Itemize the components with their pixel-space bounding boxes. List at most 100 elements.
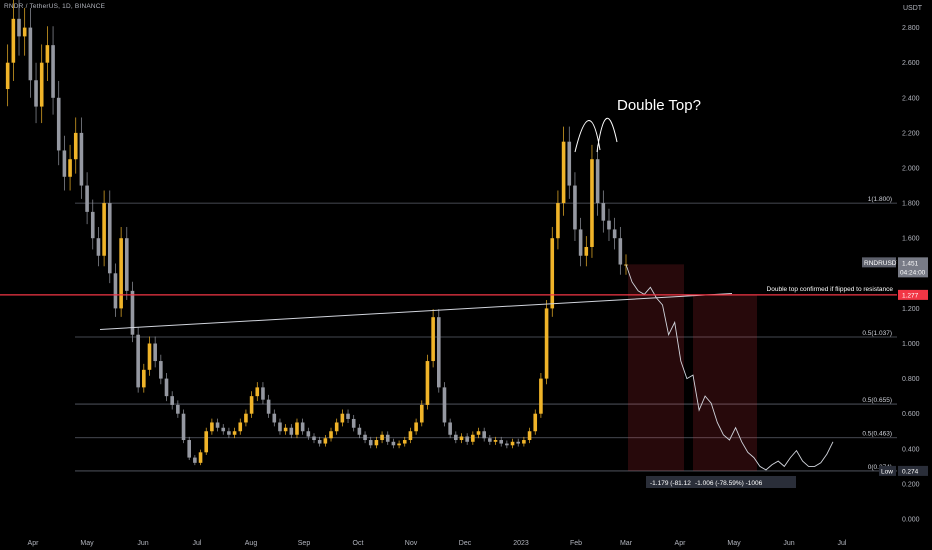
x-tick-label: 2023 xyxy=(513,540,529,547)
candle-body xyxy=(249,396,254,414)
measure-label-1: -1.179 (-81.12%) -1179 xyxy=(650,480,717,487)
candle-body xyxy=(550,238,555,309)
candle-body xyxy=(516,441,521,444)
resistance-price-label: 1.277 xyxy=(902,292,919,299)
candle-body xyxy=(601,203,606,221)
x-tick-label: Feb xyxy=(570,540,582,547)
candle-body xyxy=(465,436,469,442)
y-tick-label: 2.400 xyxy=(902,95,920,102)
candle-body xyxy=(113,273,118,309)
candle-body xyxy=(510,441,515,446)
candle-body xyxy=(102,203,106,256)
candle-body xyxy=(227,431,231,435)
candle-body xyxy=(414,422,418,432)
candle-body xyxy=(357,427,362,435)
candle-body xyxy=(380,434,384,441)
y-tick-label: 2.800 xyxy=(902,25,920,32)
candle-body xyxy=(85,185,89,212)
trendlines[interactable] xyxy=(0,118,897,471)
x-tick-label: Jun xyxy=(137,540,148,547)
candle-body xyxy=(402,440,407,444)
price-axis[interactable]: 2.8002.6002.4002.2002.0001.8001.6001.400… xyxy=(897,0,932,527)
candle-body xyxy=(595,159,600,204)
candle-body xyxy=(351,418,356,428)
rising-trendline xyxy=(99,292,733,330)
candle-body xyxy=(476,431,481,435)
candle-body xyxy=(170,396,174,405)
candle-body xyxy=(437,317,441,388)
current-price-label: 1.451 xyxy=(902,260,919,267)
candle-body xyxy=(39,62,44,107)
candle-body xyxy=(73,132,78,160)
candle-body xyxy=(573,185,577,230)
current-price-tag xyxy=(898,257,928,278)
candle-body xyxy=(612,229,617,239)
candle-body xyxy=(90,211,95,239)
candle-body xyxy=(505,443,509,446)
candle-body xyxy=(193,457,197,463)
candle-body xyxy=(522,440,526,444)
candle-body xyxy=(142,369,146,388)
low-price-label: 0.274 xyxy=(902,468,919,475)
candle-body xyxy=(425,361,430,405)
candle-body xyxy=(533,413,538,432)
candle-body xyxy=(56,97,61,151)
candle-body xyxy=(11,18,16,63)
candle-body xyxy=(125,238,129,291)
candle-body xyxy=(210,422,214,432)
candle-body xyxy=(244,413,248,423)
candle-body xyxy=(51,45,55,98)
grid-layer xyxy=(75,202,897,472)
fib-label: 0.5(1.037) xyxy=(862,330,892,337)
candle-body xyxy=(482,431,486,439)
projection-path xyxy=(625,264,834,471)
low-price-tag xyxy=(898,465,928,476)
candle-body xyxy=(79,132,84,186)
candle-body xyxy=(397,443,401,446)
candle-body xyxy=(368,440,373,446)
candle-body xyxy=(283,427,288,432)
y-tick-label: 1.200 xyxy=(902,306,920,313)
candle-body xyxy=(334,422,339,432)
candle-body xyxy=(17,18,21,37)
candle-body xyxy=(346,413,350,419)
resistance-note: Double top confirmed if flipped to resis… xyxy=(767,286,894,293)
candle-body xyxy=(295,422,299,435)
x-tick-label: Apr xyxy=(28,540,40,547)
candle-body xyxy=(578,229,583,256)
candle-body xyxy=(34,80,38,107)
resistance-price-tag xyxy=(898,289,928,300)
y-tick-label: 0.000 xyxy=(902,517,920,524)
candle-body xyxy=(419,404,424,423)
fib-label: 0.5(0.463) xyxy=(862,431,892,438)
candle-body xyxy=(561,141,566,204)
x-tick-label: Sep xyxy=(298,540,311,547)
candle-body xyxy=(374,440,379,446)
candle-body xyxy=(448,422,452,435)
y-tick-label: 1.800 xyxy=(902,201,920,208)
candle-body xyxy=(442,387,447,423)
candle-body xyxy=(221,427,226,432)
y-axis-unit: USDT xyxy=(903,5,923,12)
candle-body xyxy=(527,431,532,441)
y-tick-label: 2.200 xyxy=(902,130,920,137)
candle-body xyxy=(136,334,140,388)
candle-body xyxy=(164,378,169,397)
candle-body xyxy=(584,246,589,256)
candle-body xyxy=(176,404,180,414)
candle-body xyxy=(272,413,277,423)
candle-body xyxy=(204,431,209,453)
candle-body xyxy=(255,387,260,397)
candle-body xyxy=(454,434,458,441)
candle-body xyxy=(363,434,367,441)
x-tick-label: Dec xyxy=(459,540,472,547)
candle-body xyxy=(232,431,237,435)
candle-body xyxy=(408,431,413,441)
candle-body xyxy=(261,387,265,400)
time-axis[interactable]: Apr May Jun Jul Aug Sep Oct Nov Dec 2023 Feb Mar Apr… xyxy=(0,527,932,550)
current-symbol-label: RNDRUSDT xyxy=(864,260,901,267)
candle-body xyxy=(329,431,333,439)
x-tick-label: May xyxy=(80,540,94,547)
x-tick-label: May xyxy=(727,540,741,547)
